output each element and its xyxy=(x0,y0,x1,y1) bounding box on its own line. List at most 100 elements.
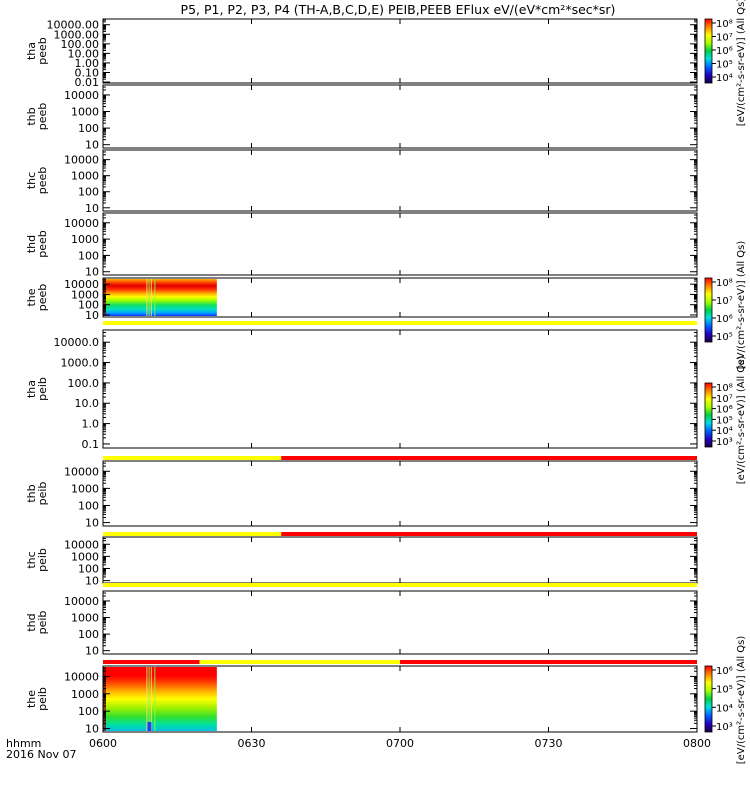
y-tick-label: 10 xyxy=(85,139,99,152)
y-tick-label: 10000 xyxy=(64,89,99,102)
panel-label-product: peib xyxy=(36,611,49,635)
chart-title: P5, P1, P2, P3, P4 (TH-A,B,C,D,E) PEIB,P… xyxy=(181,2,616,17)
colorbar-tick-label: 10⁷ xyxy=(716,296,733,307)
plot-frame xyxy=(102,590,698,655)
y-tick-label: 1000.00 xyxy=(54,28,100,41)
colorbar-scale xyxy=(704,18,713,84)
plot-frame xyxy=(102,84,698,149)
x-tick-label: 0600 xyxy=(89,737,117,750)
time-axis-unit-label: hhmm xyxy=(6,737,41,750)
y-tick-label: 10000 xyxy=(64,538,99,551)
x-tick-label: 0730 xyxy=(535,737,563,750)
panel-label-probe: tha xyxy=(25,42,38,60)
y-tick-label: 10 xyxy=(85,309,99,322)
x-tick-label: 0700 xyxy=(386,737,414,750)
spectrogram-striation xyxy=(148,667,150,731)
quality-flag-segment xyxy=(103,583,697,587)
colorbar-tick-label: 10⁸ xyxy=(716,383,733,394)
quality-flag-segment xyxy=(103,660,200,664)
y-tick-label: 100 xyxy=(78,299,99,312)
quality-flag-segment xyxy=(400,660,697,664)
y-tick-label: 10000 xyxy=(64,154,99,167)
quality-flag-segment xyxy=(281,456,697,460)
quality-flag-segment xyxy=(103,456,282,460)
panel-label-probe: thd xyxy=(25,235,38,253)
y-tick-label: 10000 xyxy=(64,670,99,683)
colorbar-tick-label: 10⁴ xyxy=(716,703,733,714)
panel-label-probe: thd xyxy=(25,613,38,631)
colorbar-tick-label: 10⁷ xyxy=(716,394,733,405)
spectrogram-striation xyxy=(146,667,148,731)
colorbar-scale xyxy=(704,382,713,448)
y-tick-label: 10000 xyxy=(64,465,99,478)
y-tick-label: 0.10 xyxy=(75,66,100,79)
y-tick-label: 0.1 xyxy=(82,438,100,451)
spectrogram-striation xyxy=(148,279,150,316)
spectrogram-lowE-burst xyxy=(147,722,152,731)
panel-label-product: peeb xyxy=(36,230,49,258)
spectrogram-the-peeb xyxy=(103,279,217,316)
colorbar-tick-label: 10⁵ xyxy=(716,685,733,696)
colorbar-tick-label: 10³ xyxy=(716,437,733,448)
y-tick-label: 100 xyxy=(78,628,99,641)
y-tick-label: 100 xyxy=(78,186,99,199)
y-tick-label: 0.01 xyxy=(75,76,100,89)
spectrogram-striation xyxy=(146,279,148,316)
panel-label-probe: tha xyxy=(25,380,38,398)
colorbar-cbar-1: 10⁸ 10⁷ 10⁶ 10⁵ 10⁴ [eV/(cm²-s-sr-eV)] (All Q… xyxy=(704,0,747,126)
spectrogram-striation xyxy=(154,667,156,731)
colorbar-tick-label: 10⁶ xyxy=(716,46,733,57)
y-tick-label: 1000 xyxy=(71,550,99,563)
quality-flag-segment xyxy=(199,660,400,664)
colorbar-label: [eV/(cm²-s-sr-eV)] (All Qs) xyxy=(736,356,747,485)
y-tick-label: 100.00 xyxy=(61,38,100,51)
spectrogram-striation xyxy=(150,667,153,731)
y-tick-label: 1000 xyxy=(71,288,99,301)
panel-label-product: peib xyxy=(36,377,49,401)
y-tick-label: 10.0 xyxy=(75,397,100,410)
y-tick-label: 1000 xyxy=(71,688,99,701)
y-tick-label: 100.0 xyxy=(68,377,100,390)
spectrogram-striation xyxy=(154,279,156,316)
panel-label-product: peib xyxy=(36,687,49,711)
y-tick-label: 10 xyxy=(85,575,99,588)
colorbar-label: [eV/(cm²-s-sr-eV)] (All Qs) xyxy=(736,241,747,370)
y-tick-label: 100 xyxy=(78,499,99,512)
colorbar-tick-label: 10⁶ xyxy=(716,666,733,677)
y-tick-label: 10 xyxy=(85,645,99,658)
panel-label-product: peib xyxy=(36,548,49,572)
plot-frame xyxy=(102,149,698,212)
time-axis: 0600 0630 0700 0730 0800 xyxy=(89,737,711,750)
y-tick-label: 10 xyxy=(85,723,99,736)
colorbar-tick-label: 10⁴ xyxy=(716,426,733,437)
panel-label-probe: thb xyxy=(25,107,38,125)
colorbar-tick-label: 10⁸ xyxy=(716,19,733,30)
plot-frame xyxy=(102,329,698,449)
y-tick-label: 10 xyxy=(85,266,99,279)
y-tick-label: 100 xyxy=(78,122,99,135)
colorbar-tick-label: 10⁵ xyxy=(716,332,733,343)
colorbar-scale xyxy=(704,277,713,343)
y-tick-label: 10 xyxy=(85,202,99,215)
x-tick-label: 0800 xyxy=(683,737,711,750)
panel-label-product: peeb xyxy=(36,284,49,312)
colorbar-tick-label: 10⁵ xyxy=(716,415,733,426)
quality-flag-segment xyxy=(103,321,697,325)
colorbar-tick-label: 10⁶ xyxy=(716,405,733,416)
colorbar-cbar-2: 10⁸ 10⁷ 10⁶ 10⁵ [eV/(cm²-s-sr-eV)] (All Qs) xyxy=(704,241,747,370)
